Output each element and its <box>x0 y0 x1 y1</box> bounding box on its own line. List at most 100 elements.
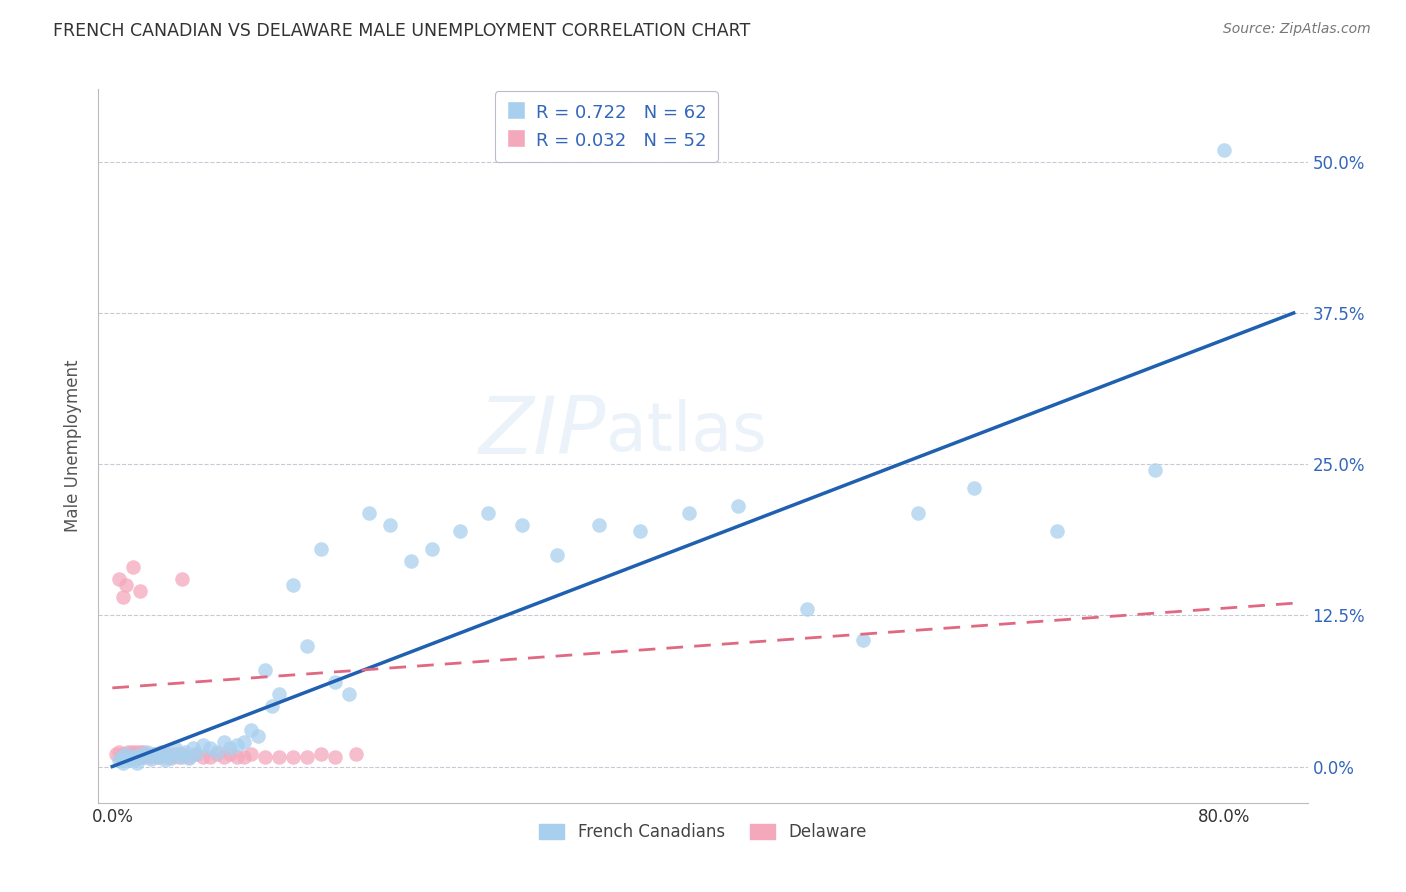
Point <box>112 590 135 604</box>
Point <box>146 749 169 764</box>
Point <box>630 524 652 538</box>
Point <box>177 749 200 764</box>
Point <box>148 749 170 764</box>
Text: FRENCH CANADIAN VS DELAWARE MALE UNEMPLOYMENT CORRELATION CHART: FRENCH CANADIAN VS DELAWARE MALE UNEMPLO… <box>53 22 751 40</box>
Point <box>269 749 291 764</box>
Point <box>167 749 190 764</box>
Point <box>120 751 142 765</box>
Point <box>170 747 193 762</box>
Point <box>233 735 256 749</box>
Point <box>1213 143 1236 157</box>
Point <box>136 745 159 759</box>
Point <box>115 749 138 764</box>
Point <box>134 749 156 764</box>
Text: ZIP: ZIP <box>479 392 606 471</box>
Point <box>108 754 131 768</box>
Point <box>205 747 228 762</box>
Point <box>309 747 332 762</box>
Point <box>226 738 249 752</box>
Point <box>122 560 145 574</box>
Point <box>121 745 143 759</box>
Point <box>112 747 135 762</box>
Point <box>149 747 172 762</box>
Point <box>127 756 149 770</box>
Point <box>173 745 195 759</box>
Point <box>163 741 186 756</box>
Point <box>198 749 221 764</box>
Point <box>254 663 277 677</box>
Point <box>108 745 131 759</box>
Point <box>143 747 166 762</box>
Point <box>111 749 134 764</box>
Point <box>115 747 138 762</box>
Point <box>159 749 181 764</box>
Point <box>546 548 568 562</box>
Point <box>112 756 135 770</box>
Point <box>420 541 443 556</box>
Point <box>380 517 402 532</box>
Point <box>156 747 179 762</box>
Point <box>177 751 200 765</box>
Point <box>191 749 214 764</box>
Point <box>852 632 875 647</box>
Point <box>143 747 166 762</box>
Point <box>153 749 176 764</box>
Point <box>132 745 155 759</box>
Point <box>226 749 249 764</box>
Point <box>510 517 533 532</box>
Point <box>129 745 152 759</box>
Point <box>149 745 172 759</box>
Point <box>118 754 141 768</box>
Point <box>359 506 381 520</box>
Point <box>323 749 346 764</box>
Text: Source: ZipAtlas.com: Source: ZipAtlas.com <box>1223 22 1371 37</box>
Point <box>129 584 152 599</box>
Point <box>262 699 284 714</box>
Point <box>247 729 270 743</box>
Point <box>212 749 235 764</box>
Legend: French Canadians, Delaware: French Canadians, Delaware <box>533 817 873 848</box>
Point <box>281 749 304 764</box>
Point <box>588 517 610 532</box>
Point <box>122 749 145 764</box>
Point <box>184 747 207 762</box>
Point <box>240 747 263 762</box>
Point <box>105 747 128 762</box>
Point <box>337 687 360 701</box>
Point <box>118 747 141 762</box>
Point <box>181 741 204 756</box>
Point <box>205 745 228 759</box>
Point <box>122 749 145 764</box>
Point <box>124 747 146 762</box>
Point <box>254 749 277 764</box>
Point <box>159 751 181 765</box>
Point <box>269 687 291 701</box>
Point <box>128 749 150 764</box>
Point <box>678 506 700 520</box>
Point <box>131 747 153 762</box>
Point <box>184 747 207 762</box>
Point <box>240 723 263 738</box>
Point <box>167 747 190 762</box>
Point <box>344 747 367 762</box>
Point <box>139 749 162 764</box>
Point <box>796 602 818 616</box>
Point <box>108 572 131 586</box>
Point <box>295 749 318 764</box>
Point <box>212 735 235 749</box>
Y-axis label: Male Unemployment: Male Unemployment <box>65 359 83 533</box>
Point <box>399 554 422 568</box>
Point <box>163 747 186 762</box>
Point <box>127 747 149 762</box>
Point <box>125 745 148 759</box>
Point <box>132 749 155 764</box>
Point <box>323 674 346 689</box>
Point <box>198 741 221 756</box>
Point <box>120 749 142 764</box>
Point <box>170 572 193 586</box>
Point <box>449 524 471 538</box>
Point <box>219 747 242 762</box>
Point <box>170 749 193 764</box>
Point <box>219 741 242 756</box>
Point <box>111 749 134 764</box>
